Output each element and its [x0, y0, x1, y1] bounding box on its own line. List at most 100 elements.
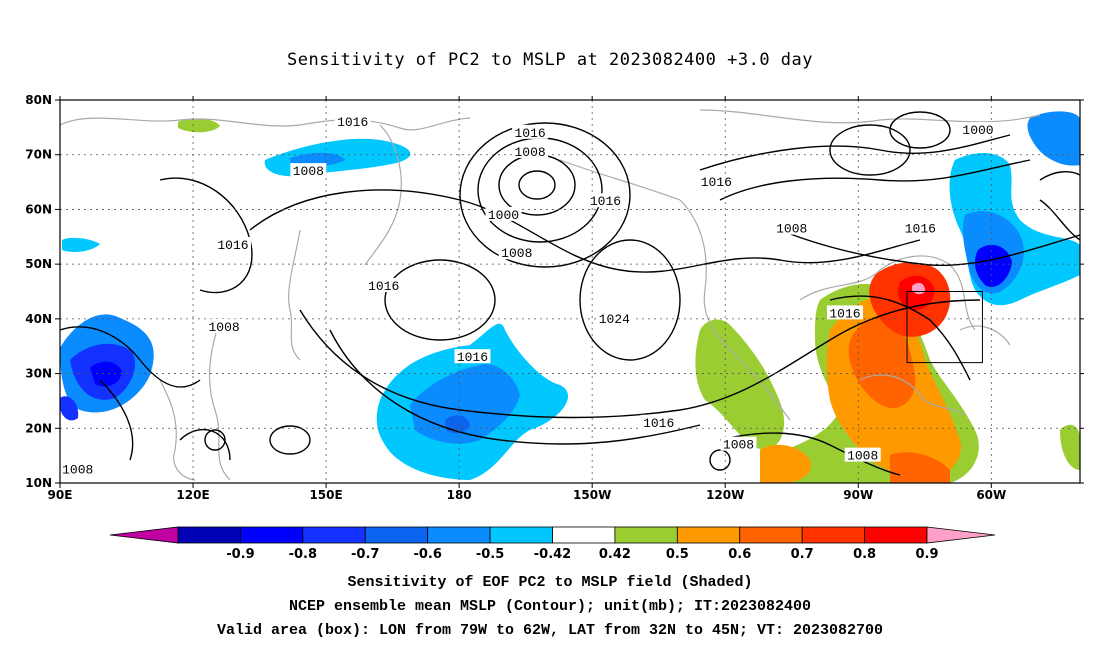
contour-label-bg [596, 310, 633, 325]
contour-label: 1016 [905, 222, 936, 237]
lat-tick-label: 50N [25, 257, 52, 271]
colorbar-segment [614, 526, 678, 544]
contour-label: 1008 [847, 449, 878, 464]
contour-label-bg [334, 113, 371, 128]
contour-label: 1016 [829, 306, 860, 321]
contour-label: 1008 [208, 320, 239, 335]
lat-tick-label: 20N [25, 421, 52, 435]
lat-tick-label: 60N [25, 202, 52, 216]
plot-frame [59, 99, 1081, 484]
caption-line-1: Sensitivity of EOF PC2 to MSLP field (Sh… [347, 574, 753, 591]
lon-tick-label: 60W [976, 488, 1006, 502]
colorbar-tick-label: -0.8 [289, 547, 317, 562]
contour-label-bg [902, 220, 939, 235]
contour-label: 1008 [501, 246, 532, 261]
contour-label-bg [773, 220, 810, 235]
contour-label-bg [498, 245, 535, 260]
shade-blue-arctic [1027, 111, 1080, 166]
contour-label: 1008 [62, 462, 93, 477]
caption-line-2: NCEP ensemble mean MSLP (Contour); unit(… [288, 598, 812, 615]
colorbar-tick-label: 0.5 [666, 547, 689, 562]
colorbar-tick-label: 0.9 [915, 547, 938, 562]
contour-label-bg [826, 305, 863, 320]
contour-labels: 1016 1008 1000 1016 1008 1024 1016 1008 1016 1016… [59, 113, 996, 477]
contour-label-bg [720, 436, 757, 451]
lat-lon-grid [60, 100, 1080, 483]
colorbar-tick-label: -0.42 [534, 547, 571, 562]
colorbar-high-arrow [926, 526, 996, 544]
shade-green-right [1060, 424, 1080, 470]
contour-label: 1008 [723, 438, 754, 453]
lat-tick-label: 10N [25, 476, 52, 490]
contour-label-bg [214, 236, 251, 251]
shade-orange-south [760, 444, 811, 483]
colorbar-segment [489, 526, 553, 544]
colorbar-segment [364, 526, 429, 544]
shade-green-mexico [695, 319, 785, 450]
contour-label-bg [206, 319, 243, 334]
contour-label-bg [512, 124, 549, 139]
contour-label: 1016 [217, 238, 248, 253]
mslp-contours [60, 111, 1080, 476]
colorbar: -0.9 -0.8 -0.7 -0.6 -0.5 -0.42 0.42 0.5 0.6 0.7 0.… [109, 526, 996, 562]
shade-asia-darker [90, 361, 122, 387]
contour-label: 1016 [457, 350, 488, 365]
contour-label-bg [365, 278, 402, 293]
lon-tick-label: 180 [447, 488, 472, 502]
colorbar-segment [676, 526, 741, 544]
contour-label: 1016 [701, 175, 732, 190]
shade-blue-canada-dark [974, 244, 1012, 288]
lon-tick-label: 90E [48, 488, 73, 502]
contour-label: 1016 [337, 115, 368, 130]
lon-tick-label: 120E [176, 488, 209, 502]
contour-label-bg [59, 461, 96, 476]
colorbar-segment [427, 526, 491, 544]
contour-label: 1008 [514, 145, 545, 160]
lon-tick-label: 150W [573, 488, 611, 502]
contour-label-bg [485, 206, 522, 221]
colorbar-segment [177, 526, 241, 544]
contour-label-bg [587, 193, 624, 208]
contour-label: 1024 [599, 312, 630, 327]
contour-label: 1016 [643, 416, 674, 431]
contour-label-bg [640, 414, 677, 429]
sensitivity-shading [60, 111, 1080, 483]
lat-tick-label: 30N [25, 367, 52, 381]
contour-label-bg [844, 447, 881, 462]
contour-label-bg [960, 122, 996, 137]
colorbar-low-arrow [109, 526, 179, 544]
chart-title: Sensitivity of PC2 to MSLP at 2023082400… [286, 50, 813, 70]
contour-label: 1008 [776, 222, 807, 237]
lat-tick-label: 80N [25, 93, 52, 107]
shade-asia-small [62, 237, 100, 252]
contour-label-bg [698, 174, 735, 189]
colorbar-tick-label: 0.8 [853, 547, 876, 562]
colorbar-tick-label: -0.5 [476, 547, 504, 562]
contour-label: 1016 [368, 279, 399, 294]
colorbar-segment [552, 526, 616, 544]
colorbar-tick-label: -0.6 [413, 547, 441, 562]
lon-tick-label: 90W [843, 488, 873, 502]
shade-orange-s2 [890, 452, 950, 483]
colorbar-tick-label: 0.6 [728, 547, 751, 562]
contour-label: 1000 [488, 208, 519, 223]
lat-tick-label: 70N [25, 148, 52, 162]
colorbar-tick-label: -0.9 [226, 547, 254, 562]
colorbar-segment [739, 526, 803, 544]
lat-tick-label: 40N [25, 312, 52, 326]
shade-asia-south [60, 396, 79, 421]
colorbar-tick-label: -0.7 [351, 547, 379, 562]
shade-orange-mid [848, 315, 916, 409]
shade-pac-central-mid [410, 364, 520, 444]
lon-tick-label: 120W [706, 488, 744, 502]
contour-label: 1016 [514, 126, 545, 141]
shade-pac-north-dark [290, 152, 345, 167]
colorbar-segment [302, 526, 366, 544]
colorbar-segment [801, 526, 865, 544]
contour-label-bg [454, 349, 491, 364]
lon-tick-label: 150E [309, 488, 342, 502]
shade-green-nw [178, 118, 220, 133]
caption-line-3: Valid area (box): LON from 79W to 62W, L… [216, 622, 884, 639]
